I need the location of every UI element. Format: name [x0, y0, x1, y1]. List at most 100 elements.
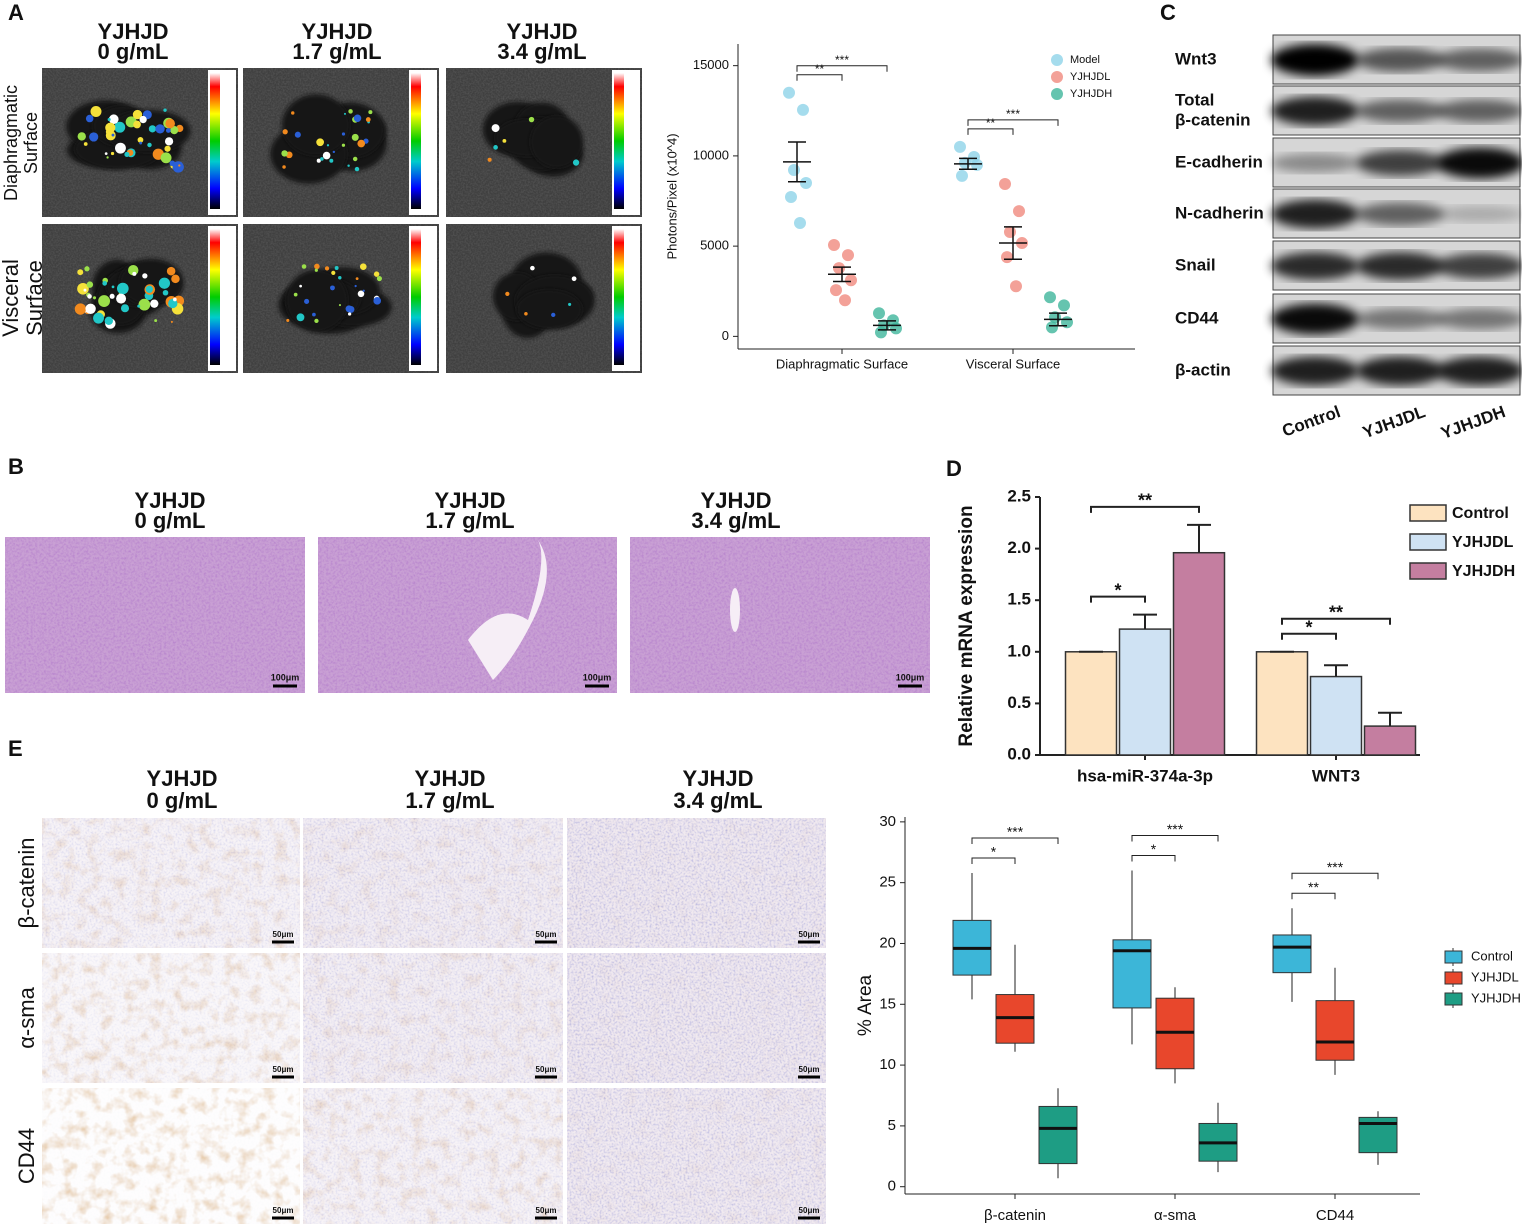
signal-spot: [322, 151, 331, 160]
signal-spot: [77, 269, 84, 276]
blot-band: [1436, 356, 1522, 386]
signal-spot: [120, 304, 130, 313]
signal-spot: [77, 282, 89, 295]
ihc-stain: [567, 818, 826, 948]
significance-label: **: [986, 116, 996, 130]
signal-spot: [299, 284, 302, 288]
colorbar: [210, 73, 220, 209]
panel-label: C: [1160, 0, 1176, 25]
lane-label: YJHJDL: [1360, 402, 1428, 442]
data-point: [800, 176, 812, 189]
signal-spot: [354, 166, 360, 172]
significance-label: **: [1329, 603, 1343, 623]
signal-spot: [83, 288, 87, 292]
significance-label: ***: [835, 53, 849, 67]
signal-spot: [74, 303, 87, 315]
data-point: [797, 103, 809, 116]
signal-spot: [115, 142, 126, 154]
significance-bracket: [1281, 632, 1337, 640]
signal-spot: [351, 133, 359, 141]
signal-spot: [106, 156, 109, 159]
blot-band: [1436, 147, 1522, 179]
signal-spot: [165, 118, 175, 129]
column-title: 3.4 g/mL: [497, 39, 586, 64]
blot-band: [1436, 253, 1522, 279]
signal-spot: [316, 138, 325, 147]
scale-bar-label: 50μm: [536, 930, 557, 939]
column-title: 3.4 g/mL: [691, 508, 780, 533]
signal-spot: [568, 302, 572, 306]
row-label: Visceral: [0, 259, 23, 337]
significance-bracket: [967, 119, 1059, 126]
y-tick-label: 5: [888, 1117, 896, 1134]
y-tick-label: 0.5: [1007, 693, 1031, 712]
signal-spot: [551, 312, 556, 318]
y-tick-label: 20: [879, 934, 896, 951]
signal-spot: [571, 276, 577, 282]
signal-spot: [154, 319, 158, 323]
blot-band: [1356, 308, 1444, 330]
signal-spot: [150, 299, 159, 308]
signal-spot: [348, 312, 352, 316]
signal-spot: [85, 114, 94, 123]
data-point: [783, 86, 795, 99]
row-label: β-catenin: [14, 838, 39, 929]
signal-spot: [164, 145, 171, 152]
signal-spot: [368, 110, 373, 115]
signal-spot: [139, 115, 147, 124]
error-bar: [1133, 613, 1157, 630]
signal-spot: [166, 266, 176, 276]
blot-label: N-cadherin: [1175, 203, 1264, 222]
signal-spot: [341, 143, 346, 147]
blot-band: [1271, 153, 1359, 173]
blot-band: [1356, 356, 1444, 386]
signal-spot: [355, 277, 359, 281]
y-tick-label: 1.0: [1007, 641, 1031, 660]
column-title: YJHJD: [701, 488, 772, 513]
signal-spot: [155, 124, 165, 134]
signal-spot: [139, 141, 143, 145]
data-point: [839, 294, 851, 307]
signal-spot: [365, 117, 371, 122]
legend-label: YJHJDL: [1452, 534, 1514, 551]
column-title: YJHJD: [435, 488, 506, 513]
colorbar: [411, 229, 421, 365]
data-point: [1061, 316, 1073, 329]
signal-spot: [172, 161, 184, 173]
blot-band: [1271, 96, 1359, 126]
signal-spot: [133, 120, 141, 129]
signal-spot: [142, 273, 148, 279]
signal-spot: [138, 298, 151, 311]
signal-spot: [132, 271, 137, 276]
signal-spot: [156, 150, 162, 157]
legend-label: YJHJDL: [1070, 71, 1110, 83]
signal-spot: [331, 270, 336, 275]
colorbar: [614, 73, 624, 209]
bar: [1172, 551, 1226, 756]
signal-spot: [173, 297, 177, 302]
signal-spot: [345, 305, 353, 313]
signal-spot: [147, 142, 152, 148]
significance-label: ***: [1327, 859, 1344, 875]
signal-spot: [84, 266, 90, 272]
column-title: 0 g/mL: [135, 508, 206, 533]
scale-bar-label: 50μm: [536, 1065, 557, 1074]
legend-label: YJHJDH: [1070, 88, 1112, 100]
signal-spot: [343, 112, 347, 115]
scale-bar-label: 100μm: [271, 672, 300, 682]
signal-spot: [124, 151, 130, 158]
significance-bracket: [1291, 872, 1379, 880]
legend-swatch: [1409, 562, 1447, 580]
signal-spot: [329, 158, 334, 163]
lane-label: Control: [1280, 402, 1343, 441]
row-label: CD44: [14, 1128, 39, 1184]
signal-spot: [314, 263, 320, 270]
data-point: [842, 249, 854, 262]
error-bar: [1324, 664, 1348, 677]
significance-label: ***: [1167, 821, 1184, 837]
data-point: [956, 169, 968, 182]
data-point: [875, 326, 887, 339]
y-tick-label: 2.0: [1007, 538, 1031, 557]
signal-spot: [359, 263, 367, 271]
legend-swatch: [1444, 992, 1463, 1006]
